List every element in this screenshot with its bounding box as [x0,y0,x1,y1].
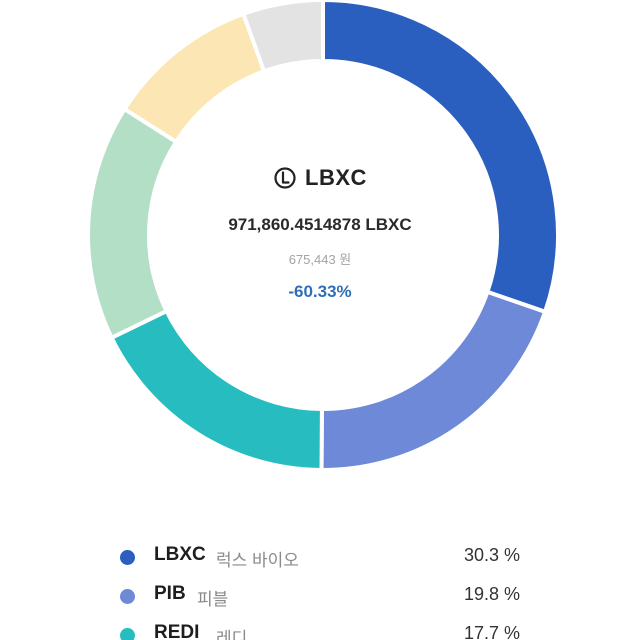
donut-center-info: LBXC 971,860.4514878 LBXC 675,443 원 -60.… [120,150,520,302]
krw-value: 675,443 원 [288,252,352,267]
legend-percent: 30.3 % [463,545,520,565]
legend-symbol: REDI [154,622,200,640]
legend-list: LBXC 럭스 바이오 30.3 % PIB 피블 19.8 % REDI 레디… [0,537,640,640]
coin-title: LBXC [120,158,520,198]
legend-korean-name: 레디 [216,629,248,640]
coin-symbol: LBXC [305,165,367,190]
legend-item-pib[interactable]: PIB 피블 19.8 % [0,576,640,615]
legend-korean-name: 피블 [197,590,229,609]
legend-percent: 19.8 % [463,584,520,604]
portfolio-donut-chart: LBXC 971,860.4514878 LBXC 675,443 원 -60.… [86,0,560,472]
donut-slice-other-4[interactable] [122,11,267,144]
legend-korean-name: 럭스 바이오 [216,551,299,570]
legend-symbol: PIB [154,583,186,604]
donut-chart-svg [86,0,560,472]
donut-slice-other-5[interactable] [241,0,325,74]
legend-symbol: LBXC [154,544,206,565]
legend-item-lbxc[interactable]: LBXC 럭스 바이오 30.3 % [0,537,640,576]
lbxc-logo-icon [273,166,297,190]
holding-amount: 971,860.4514878 LBXC [228,215,412,234]
legend-dot [120,550,135,565]
legend-dot [120,589,135,604]
donut-slice-lbxc[interactable] [321,0,560,314]
donut-slice-redi[interactable] [109,309,324,472]
donut-slice-pib[interactable] [319,289,548,472]
legend-percent: 17.7 % [463,623,520,640]
legend-item-redi[interactable]: REDI 레디 17.7 % [0,615,640,640]
change-rate: -60.33% [288,282,352,301]
legend-dot [120,628,135,640]
